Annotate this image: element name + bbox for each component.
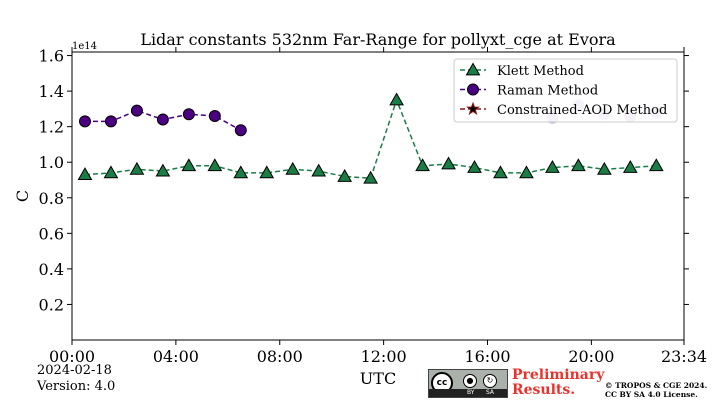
legend-marker — [467, 83, 479, 96]
y-axis-label: C — [13, 190, 32, 202]
data-point — [130, 104, 143, 117]
data-point — [519, 165, 534, 179]
copyright-line-1: © TROPOS & CGE 2024. — [605, 381, 708, 390]
cc-by-text: BY — [467, 389, 475, 396]
preliminary-line-2: Results. — [512, 382, 576, 398]
x-axis-label: UTC — [360, 369, 396, 388]
data-point — [78, 115, 91, 128]
legend-label: Constrained-AOD Method — [497, 103, 667, 118]
data-point — [233, 165, 249, 179]
series-1 — [78, 104, 247, 137]
data-point — [234, 124, 247, 137]
legend-box — [453, 58, 678, 123]
cc-sa-text: SA — [486, 389, 495, 396]
data-point — [545, 160, 560, 173]
cc-license-badge: cc ● ↻ BY SA — [428, 369, 508, 398]
plot-area-frame — [71, 51, 685, 341]
data-point — [104, 115, 117, 128]
y-tick-label: 1.2 — [39, 118, 64, 137]
series-0 — [77, 92, 664, 184]
data-point — [596, 161, 612, 175]
y-tick-label: 0.4 — [39, 260, 64, 279]
legend-marker — [465, 62, 481, 76]
data-point — [129, 161, 145, 175]
version-label: Version: 4.0 — [37, 379, 116, 394]
y-tick-label: 1.0 — [39, 153, 64, 172]
data-point — [648, 158, 664, 172]
x-tick-label: 00:00 — [49, 347, 95, 366]
copyright-line-2: CC BY SA 4.0 License. — [605, 390, 698, 399]
axis-ticks: 00:00 04:00 08:00 12:00 16:00 20:00 23:34 0.2 0.… — [39, 47, 708, 366]
x-tick-label: 23:34 — [661, 347, 707, 366]
legend-label: Raman Method — [497, 84, 598, 99]
data-point — [311, 163, 327, 177]
data-point — [77, 167, 93, 181]
data-point — [571, 158, 586, 172]
data-point — [103, 165, 119, 179]
x-tick-label: 20:00 — [568, 347, 614, 366]
x-tick-label: 12:00 — [361, 347, 407, 366]
y-tick-label: 0.2 — [39, 295, 64, 314]
data-point — [415, 158, 430, 172]
data-point — [207, 158, 223, 172]
y-tick-label: 0.6 — [39, 224, 64, 243]
data-point — [389, 92, 404, 106]
data-point — [259, 165, 275, 179]
data-point — [467, 160, 482, 173]
chart-title: Lidar constants 532nm Far-Range for poll… — [140, 30, 616, 49]
legend-marker — [465, 101, 481, 116]
cc-icon: cc — [431, 372, 453, 394]
y-tick-label: 1.6 — [39, 47, 64, 66]
preliminary-line-1: Preliminary — [512, 367, 605, 383]
legend-label: Klett Method — [497, 64, 584, 79]
y-tick-label: 0.8 — [39, 189, 64, 208]
cc-license-strip: BY SA — [429, 389, 507, 397]
date-label: 2024-02-18 — [37, 363, 112, 378]
data-point — [181, 158, 197, 172]
by-icon: ● — [463, 374, 477, 388]
data-point — [493, 165, 508, 179]
y-exponent-label: 1e14 — [72, 41, 97, 52]
x-tick-label: 04:00 — [153, 347, 199, 366]
data-point — [622, 160, 638, 173]
x-tick-label: 16:00 — [464, 347, 510, 366]
preliminary-results-label: Preliminary Results. — [512, 368, 604, 398]
data-point — [208, 110, 221, 122]
sa-icon: ↻ — [483, 374, 497, 388]
data-point — [337, 168, 353, 182]
data-point — [363, 170, 378, 184]
data-point — [156, 113, 169, 126]
copyright-notice: © TROPOS & CGE 2024. CC BY SA 4.0 Licens… — [605, 381, 707, 399]
data-point — [285, 161, 301, 175]
y-tick-label: 1.4 — [39, 82, 64, 101]
x-tick-label: 08:00 — [257, 347, 303, 366]
data-point — [182, 108, 195, 121]
data-point — [441, 156, 456, 170]
legend: Klett Method Raman Method Constrained-AOD … — [453, 58, 678, 123]
data-point — [155, 163, 171, 177]
